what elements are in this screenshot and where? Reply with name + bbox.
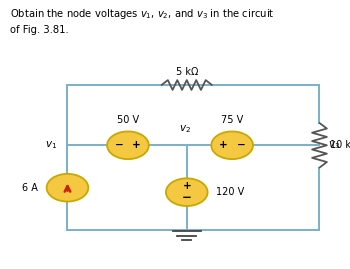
Text: 120 V: 120 V: [216, 187, 244, 197]
Text: 5 kΩ: 5 kΩ: [176, 67, 198, 77]
Text: 6 A: 6 A: [22, 183, 38, 193]
Text: 50 V: 50 V: [117, 115, 139, 125]
Text: 75 V: 75 V: [221, 115, 243, 125]
Text: +: +: [182, 181, 191, 191]
Text: of Fig. 3.81.: of Fig. 3.81.: [10, 25, 69, 35]
Text: −: −: [115, 140, 124, 150]
Text: +: +: [132, 140, 141, 150]
Text: $v_2$: $v_2$: [179, 123, 191, 135]
Text: −: −: [182, 191, 192, 204]
Text: −: −: [237, 140, 245, 150]
Circle shape: [47, 174, 88, 201]
Circle shape: [166, 178, 208, 206]
Text: 10 kΩ: 10 kΩ: [330, 140, 350, 150]
Circle shape: [107, 132, 149, 159]
Text: Obtain the node voltages $v_1$, $v_2$, and $v_3$ in the circuit: Obtain the node voltages $v_1$, $v_2$, a…: [10, 7, 275, 21]
Circle shape: [211, 132, 253, 159]
Text: $v_3$: $v_3$: [328, 139, 340, 151]
Text: +: +: [219, 140, 228, 150]
Text: $v_1$: $v_1$: [45, 139, 57, 151]
